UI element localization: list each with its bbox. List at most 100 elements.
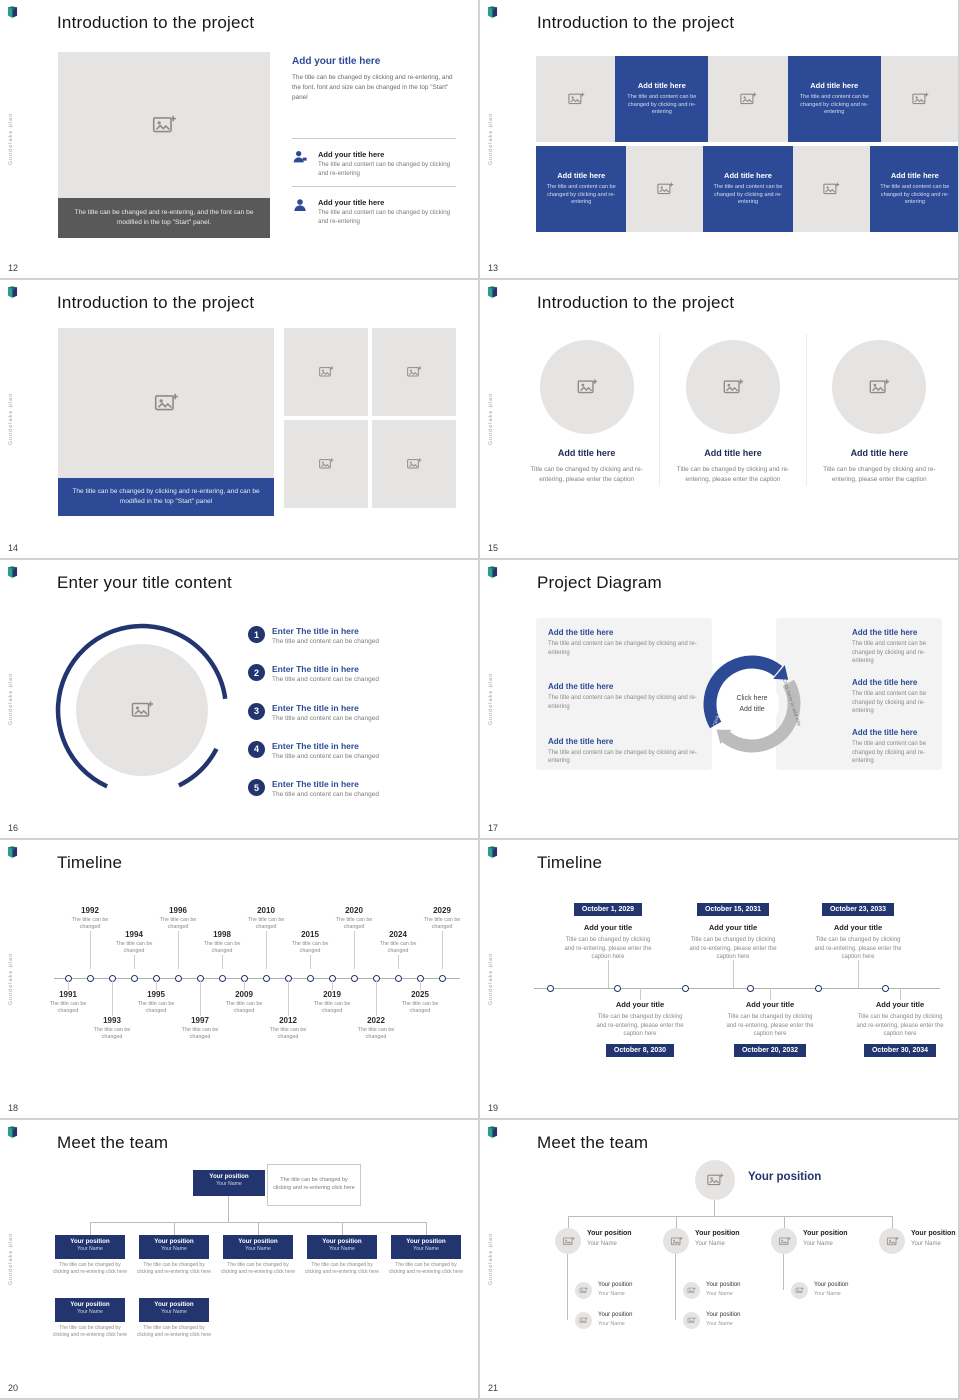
date-badge: October 8, 2030 [605,1044,675,1058]
year-label: 2020 [345,906,363,915]
slide-20[interactable]: Gundelake plan Meet the team Your positi… [0,1120,480,1400]
connector [784,1216,785,1228]
brand-logo-icon [487,1126,498,1138]
timeline-node [263,975,270,982]
section-title: Add your title here [292,56,381,67]
image-placeholder [626,146,703,232]
slide-sidebar: Gundelake plan [0,560,26,838]
connector [676,1216,677,1228]
tile-title: Add title here [637,80,686,90]
timeline-node [395,975,402,982]
org-member-box: Your position Your Name [55,1235,125,1259]
position-label: Your position [154,1238,194,1245]
event-text: Title can be changed by clicking and re-… [814,937,902,961]
connector [568,1216,892,1217]
text-tile: Add title here The title and content can … [869,146,958,232]
year-label: 1991 [59,990,77,999]
year-label: 2024 [389,930,407,939]
cycle-center-line2: Add title [739,705,765,713]
entry-text: The title can be changed [291,941,329,955]
slide-number: 19 [488,1103,499,1113]
slide-13[interactable]: Gundelake plan Introduction to the proje… [480,0,960,280]
connector [892,1216,893,1228]
person-workspace-icon [293,151,307,163]
slide-19[interactable]: Gundelake plan Timeline October 1, 2029 … [480,840,960,1120]
tile-text: The title and content can be changed by … [880,183,950,206]
timeline-node [882,985,889,992]
entry-text: The title can be changed [137,1001,175,1015]
avatar [683,1282,700,1299]
slide-17[interactable]: Gundelake plan Project Diagram Add the t… [480,560,960,840]
image-placeholder-icon [319,458,334,469]
year-label: 2025 [411,990,429,999]
event-text: Title can be changed by clicking and re-… [726,1014,814,1038]
timeline-node [614,985,621,992]
step-number: 4 [248,740,265,758]
connector [640,988,641,1000]
year-label: 2029 [433,906,451,915]
feature-title: Add title here [850,448,909,458]
year-label: 2022 [367,1016,385,1025]
slide-title: Introduction to the project [537,13,735,32]
slide-sidebar: Gundelake plan [0,0,26,278]
list-item: Add the title here The title and content … [548,628,698,657]
entry-text: The title can be changed [313,1001,351,1015]
timeline-entry: 2012 The title can be changed [265,979,311,1041]
timeline-node [815,985,822,992]
brand-logo-icon [7,6,18,18]
slide-sidebar: Gundelake plan [480,560,506,838]
timeline-entry: 2015 The title can be changed [287,930,333,970]
entry-text: The title can be changed [335,917,373,931]
connector [426,1222,427,1235]
tile-text: The title and content can be changed by … [713,183,783,206]
brand-vertical-text: Gundelake plan [488,1232,494,1286]
image-placeholder-icon [152,115,176,133]
entry-text: The title can be changed [423,917,461,931]
position-label: Your position [814,1282,849,1288]
brand-logo-icon [487,286,498,298]
name-label: Your Name [814,1291,841,1297]
slide-number: 17 [488,823,499,833]
slide-16[interactable]: Gundelake plan Enter your title content … [0,560,480,840]
slide-12[interactable]: Gundelake plan Introduction to the proje… [0,0,480,280]
slide-number: 12 [8,263,19,273]
slide-14[interactable]: Gundelake plan Introduction to the proje… [0,280,480,560]
cycle-center-label: Click here Add title [712,694,792,715]
slide-15[interactable]: Gundelake plan Introduction to the proje… [480,280,960,560]
slide-18[interactable]: Gundelake plan Timeline 1991 The title ca… [0,840,480,1120]
year-label: 2019 [323,990,341,999]
entry-text: The title can be changed [357,1027,395,1041]
brand-vertical-text: Gundelake plan [488,392,494,446]
year-label: 2010 [257,906,275,915]
image-placeholder [284,420,368,508]
image-placeholder-icon [670,1236,682,1245]
tile-title: Add title here [890,170,939,180]
item-title: Enter The title in here [272,702,359,713]
list-item: 1 Enter The title in here The title and co… [248,626,448,645]
tile-text: The title and content can be changed by … [627,93,697,116]
avatar [575,1282,592,1299]
avatar [791,1282,808,1299]
three-column-section: Add title here Title can be changed by c… [514,334,952,486]
image-placeholder-icon [723,379,744,394]
name-label: Your Name [77,1309,103,1315]
item-text: The title and content can be changed by … [852,641,927,665]
list-item: Add the title here The title and content … [852,628,938,666]
tile-title: Add title here [810,80,859,90]
item-text: The title and content can be changed by … [548,641,697,656]
date-badge: October 20, 2032 [733,1044,807,1058]
avatar [575,1312,592,1329]
image-placeholder-icon [656,182,673,195]
name-label: Your Name [161,1246,187,1252]
image-placeholder-icon [778,1236,790,1245]
timeline-entry: 1994 The title can be changed [111,930,157,970]
list-item-text: The title and content can be changed by … [318,209,451,225]
slide-title: Meet the team [57,1133,169,1152]
tile-text: The title and content can be changed by … [546,183,616,206]
feature-column: Add title here Title can be changed by c… [514,334,659,486]
slide-21[interactable]: Gundelake plan Meet the team Your positi… [480,1120,960,1400]
slide-title: Introduction to the project [57,293,255,312]
connector [733,960,734,988]
timeline-node [131,975,138,982]
